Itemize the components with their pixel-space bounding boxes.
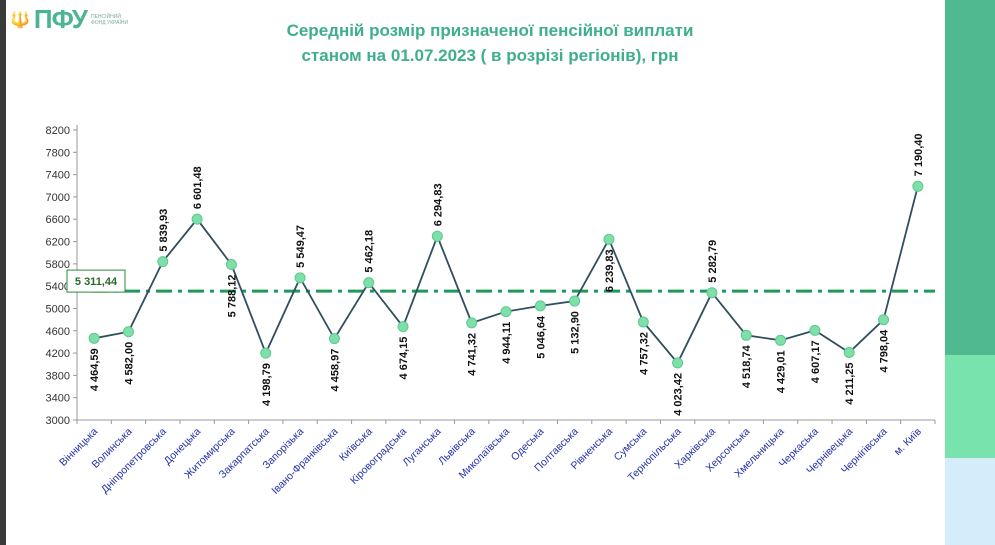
side-bar-light: [945, 355, 995, 458]
data-label: 7 190,40: [913, 133, 925, 176]
side-bar-dark: [945, 0, 995, 355]
data-point: [706, 287, 718, 299]
y-tick-label: 5400: [46, 281, 70, 293]
pfu-logo: 🔱 ПФУ ПЕНСІЙНИЙ ФОНД УКРАЇНИ: [10, 4, 131, 35]
y-tick-label: 3800: [46, 370, 70, 382]
data-point: [843, 346, 855, 358]
x-tick-label: Дніпропетровська: [99, 426, 169, 496]
data-point: [603, 233, 615, 245]
data-label: 4 674,15: [398, 337, 410, 380]
data-point: [466, 317, 478, 329]
y-tick-label: 3000: [46, 415, 70, 427]
average-label-box: [66, 269, 126, 293]
data-label: 4 211,25: [844, 362, 856, 404]
y-tick-label: 7800: [46, 147, 70, 159]
y-tick-label: 4200: [46, 348, 70, 360]
data-label: 5 549,47: [295, 225, 307, 268]
data-label: 6 601,48: [192, 166, 204, 209]
data-label: 5 839,93: [158, 209, 170, 252]
y-tick-label: 8200: [46, 125, 70, 137]
data-point: [431, 230, 443, 242]
y-tick-label: 5000: [46, 303, 70, 315]
data-label: 4 757,32: [638, 332, 650, 375]
data-label: 4 023,42: [673, 373, 685, 416]
logo-text: ПФУ: [33, 4, 88, 34]
y-tick-label: 3400: [46, 393, 70, 405]
data-point: [157, 256, 169, 268]
window-edge: [0, 0, 6, 545]
data-point: [88, 332, 100, 344]
data-label: 5 788,12: [226, 275, 238, 318]
data-point: [775, 334, 787, 346]
data-point: [260, 347, 272, 359]
data-label: 4 518,74: [741, 344, 753, 388]
data-point: [225, 259, 237, 271]
title-line-1: Середній розмір призначеної пенсійної ви…: [286, 21, 694, 40]
y-tick-label: 4600: [46, 326, 70, 338]
y-tick-label: 7400: [46, 170, 70, 182]
y-tick-label: 7000: [46, 192, 70, 204]
data-point: [363, 277, 375, 289]
average-label: 5 311,44: [75, 276, 118, 288]
data-point: [534, 300, 546, 312]
data-point: [912, 180, 924, 192]
data-point: [122, 326, 134, 338]
data-label: 4 582,00: [123, 342, 135, 385]
data-point: [569, 295, 581, 307]
title-line-2: станом на 01.07.2023 ( в розрізі регіоні…: [301, 46, 679, 65]
y-tick-label: 6600: [46, 214, 70, 226]
data-point: [740, 329, 752, 341]
data-label: 4 464,59: [89, 348, 101, 391]
chart-title: Середній розмір призначеної пенсійної ви…: [200, 18, 780, 68]
data-label: 5 462,18: [364, 230, 376, 273]
y-tick-label: 6200: [46, 237, 70, 249]
data-point: [672, 357, 684, 369]
data-point: [500, 306, 512, 318]
y-tick-label: 5800: [46, 259, 70, 271]
data-label: 6 294,83: [432, 183, 444, 226]
data-point: [328, 333, 340, 345]
data-point: [294, 272, 306, 284]
x-tick-label: Івано-Франківська: [269, 426, 340, 497]
data-label: 4 429,01: [776, 350, 788, 393]
data-label: 4 198,79: [261, 363, 273, 406]
data-point: [191, 213, 203, 225]
data-label: 5 282,79: [707, 240, 719, 283]
logo-subtitle: ПЕНСІЙНИЙ ФОНД УКРАЇНИ: [90, 13, 129, 26]
trident-icon: 🔱: [10, 11, 30, 29]
data-label: 5 132,90: [570, 311, 582, 354]
data-label: 4 798,04: [879, 329, 891, 373]
data-label: 5 046,64: [535, 315, 547, 359]
data-point: [878, 314, 890, 326]
data-label: 4 741,32: [467, 333, 479, 376]
data-label: 4 458,97: [329, 349, 341, 392]
data-label: 6 239,83: [604, 249, 616, 292]
data-point: [397, 321, 409, 333]
x-tick-label: м. Київ: [892, 425, 924, 457]
data-label: 4 607,17: [810, 340, 822, 383]
side-bar-blue: [945, 458, 995, 545]
data-label: 4 944,11: [501, 322, 513, 364]
data-point: [637, 316, 649, 328]
data-point: [809, 324, 821, 336]
